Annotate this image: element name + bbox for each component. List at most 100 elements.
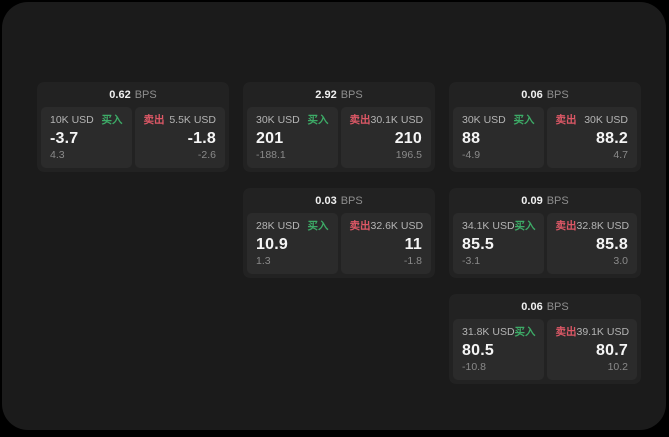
sell-top-row: 卖出 32.8K USD [555,220,630,233]
sell-top-row: 卖出 30.1K USD [349,114,424,127]
sell-price: 11 [404,235,422,253]
sell-delta: 3.0 [613,255,628,267]
buy-top-row: 30K USD 买入 [462,114,535,127]
buy-delta: -10.8 [462,361,486,373]
buy-amount: 31.8K USD [462,326,515,338]
buy-top-row: 30K USD 买入 [256,114,329,127]
bps-header: 0.62 BPS [37,82,229,107]
quote-card-body: 28K USD 买入 10.9 1.3 卖出 32.6K USD 11 -1.8 [247,213,431,274]
sell-amount: 30K USD [584,114,628,126]
sell-delta: 10.2 [607,361,628,373]
bps-value: 0.03 [315,194,337,207]
buy-delta: -4.9 [462,149,481,161]
bps-value: 0.62 [109,88,131,101]
quote-card: 0.62 BPS 10K USD 买入 -3.7 4.3 卖出 5.5K USD… [37,82,229,172]
buy-price: 85.5 [462,235,494,253]
bps-header: 0.06 BPS [449,294,641,319]
sell-side-label: 卖出 [555,114,577,126]
quote-card: 0.03 BPS 28K USD 买入 10.9 1.3 卖出 32.6K US… [243,188,435,278]
sell-panel[interactable]: 卖出 39.1K USD 80.7 10.2 [546,319,637,380]
sell-top-row: 卖出 5.5K USD [144,114,217,127]
quote-card-body: 30K USD 买入 88 -4.9 卖出 30K USD 88.2 4.7 [453,107,637,168]
sell-amount: 39.1K USD [576,326,630,338]
buy-side-label: 买入 [101,114,123,126]
bps-unit-label: BPS [546,300,569,313]
sell-price: 85.8 [596,235,628,253]
sell-price: 80.7 [596,341,628,359]
buy-top-row: 31.8K USD 买入 [462,326,536,339]
buy-price: 88 [462,129,481,147]
quote-card: 0.09 BPS 34.1K USD 买入 85.5 -3.1 卖出 32.8K… [449,188,641,278]
sell-delta: 4.7 [613,149,628,161]
buy-side-label: 买入 [514,326,536,338]
buy-price: 80.5 [462,341,494,359]
sell-top-row: 卖出 30K USD [556,114,629,127]
bps-header: 0.06 BPS [449,82,641,107]
sell-delta: -1.8 [403,255,422,267]
quote-card: 0.06 BPS 30K USD 买入 88 -4.9 卖出 30K USD 8… [449,82,641,172]
bps-header: 0.09 BPS [449,188,641,213]
sell-side-label: 卖出 [555,326,577,338]
sell-price: 88.2 [596,129,628,147]
sell-side-label: 卖出 [349,220,371,232]
buy-delta: 1.3 [256,255,271,267]
quote-card: 2.92 BPS 30K USD 买入 201 -188.1 卖出 30.1K … [243,82,435,172]
sell-panel[interactable]: 卖出 32.8K USD 85.8 3.0 [546,213,637,274]
buy-amount: 30K USD [256,114,300,126]
bps-unit-label: BPS [134,88,157,101]
buy-amount: 28K USD [256,220,300,232]
buy-panel[interactable]: 31.8K USD 买入 80.5 -10.8 [453,319,544,380]
bps-header: 0.03 BPS [243,188,435,213]
quote-card-body: 31.8K USD 买入 80.5 -10.8 卖出 39.1K USD 80.… [453,319,637,380]
bps-value: 0.06 [521,88,543,101]
buy-delta: -3.1 [462,255,481,267]
sell-side-label: 卖出 [349,114,371,126]
bps-value: 0.09 [521,194,543,207]
buy-top-row: 28K USD 买入 [256,220,329,233]
buy-panel[interactable]: 28K USD 买入 10.9 1.3 [247,213,338,274]
bps-header: 2.92 BPS [243,82,435,107]
sell-panel[interactable]: 卖出 32.6K USD 11 -1.8 [340,213,431,274]
buy-amount: 34.1K USD [462,220,515,232]
bps-unit-label: BPS [340,88,363,101]
buy-panel[interactable]: 34.1K USD 买入 85.5 -3.1 [453,213,544,274]
quotes-grid: 0.62 BPS 10K USD 买入 -3.7 4.3 卖出 5.5K USD… [37,82,641,384]
buy-side-label: 买入 [307,220,329,232]
buy-price: -3.7 [50,129,79,147]
buy-side-label: 买入 [513,114,535,126]
quote-card-body: 34.1K USD 买入 85.5 -3.1 卖出 32.8K USD 85.8… [453,213,637,274]
buy-panel[interactable]: 30K USD 买入 201 -188.1 [247,107,338,168]
buy-delta: 4.3 [50,149,65,161]
sell-delta: -2.6 [197,149,216,161]
buy-price: 10.9 [256,235,288,253]
quote-card: 0.06 BPS 31.8K USD 买入 80.5 -10.8 卖出 39.1… [449,294,641,384]
buy-panel[interactable]: 30K USD 买入 88 -4.9 [453,107,544,168]
sell-side-label: 卖出 [143,114,165,126]
buy-amount: 30K USD [462,114,506,126]
buy-panel[interactable]: 10K USD 买入 -3.7 4.3 [41,107,132,168]
sell-top-row: 卖出 32.6K USD [349,220,424,233]
buy-top-row: 34.1K USD 买入 [462,220,536,233]
sell-panel[interactable]: 卖出 5.5K USD -1.8 -2.6 [134,107,225,168]
sell-panel[interactable]: 卖出 30.1K USD 210 196.5 [340,107,431,168]
sell-price: 210 [394,129,422,147]
sell-amount: 32.8K USD [576,220,630,232]
sell-amount: 5.5K USD [169,114,216,126]
buy-price: 201 [256,129,284,147]
sell-top-row: 卖出 39.1K USD [555,326,630,339]
sell-panel[interactable]: 卖出 30K USD 88.2 4.7 [546,107,637,168]
bps-value: 0.06 [521,300,543,313]
bps-unit-label: BPS [340,194,363,207]
sell-amount: 32.6K USD [370,220,424,232]
buy-amount: 10K USD [50,114,94,126]
quote-card-body: 30K USD 买入 201 -188.1 卖出 30.1K USD 210 1… [247,107,431,168]
app-window: 0.62 BPS 10K USD 买入 -3.7 4.3 卖出 5.5K USD… [2,2,666,430]
sell-price: -1.8 [187,129,216,147]
bps-value: 2.92 [315,88,337,101]
bps-unit-label: BPS [546,88,569,101]
quote-card-body: 10K USD 买入 -3.7 4.3 卖出 5.5K USD -1.8 -2.… [41,107,225,168]
sell-side-label: 卖出 [555,220,577,232]
buy-side-label: 买入 [307,114,329,126]
buy-top-row: 10K USD 买入 [50,114,123,127]
buy-delta: -188.1 [256,149,286,161]
